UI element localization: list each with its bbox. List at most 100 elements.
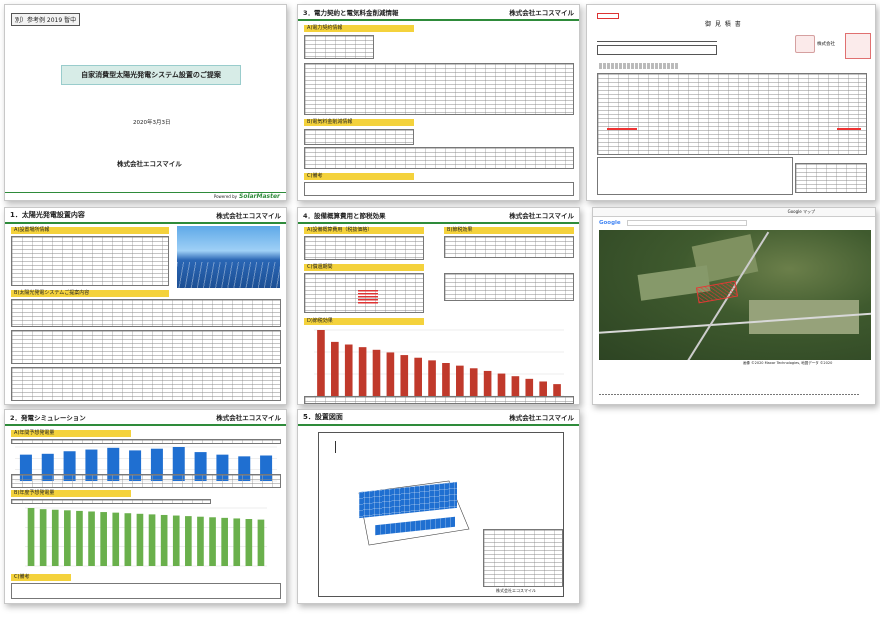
tax-table <box>444 236 574 258</box>
monthly-rate-table <box>304 63 574 115</box>
red-cells <box>358 290 378 304</box>
estimate-total-box <box>597 45 717 55</box>
cover-stamp: 別）参考例 2019 暫中 <box>11 13 81 26</box>
cover-powered: Powered by SolarMaster <box>213 193 280 200</box>
chart-bar <box>257 519 265 566</box>
chart-bar <box>88 511 95 566</box>
site-info-table <box>11 236 169 286</box>
chart-bar <box>233 518 241 566</box>
chart-bar <box>63 451 76 481</box>
section-header: C)償還期間 <box>304 264 424 271</box>
cover-title: 自家消費型太陽光発電システム設置のご提案 <box>81 71 221 79</box>
page-5-drawing[interactable]: 5．設置図面 株式会社エコスマイル 株式会社エコスマイル <box>297 409 580 604</box>
chart-bar <box>442 363 450 396</box>
section-header: B)節税効果 <box>444 227 574 234</box>
cover-company: 株式会社エコスマイル <box>117 160 182 168</box>
chart-bar <box>414 357 422 396</box>
estimate-red-stamp <box>845 33 871 59</box>
page-title: 3．電力契約と電気料金削減情報 <box>303 9 399 17</box>
drawing-footer: 株式会社エコスマイル <box>496 588 536 593</box>
map-google-bar: Google <box>593 218 875 228</box>
solar-panel-photo <box>177 226 280 288</box>
chart-bar <box>172 515 180 566</box>
chart-bar <box>197 516 204 566</box>
drawing-frame <box>318 432 564 597</box>
estimate-red-value <box>837 128 861 130</box>
cover-footer-line <box>5 192 286 193</box>
aerial-map[interactable] <box>599 230 871 360</box>
chart-bar <box>172 447 185 481</box>
payback-summary <box>444 273 574 301</box>
section-header: A)設備概算費用（税抜価格） <box>304 227 424 234</box>
chart-bar <box>107 447 120 481</box>
page-title: 2．発電シミュレーション <box>10 414 86 422</box>
page-title: 1．太陽光発電設置内容 <box>10 211 85 219</box>
chart-bar <box>428 360 436 396</box>
contract-info-table <box>304 35 374 59</box>
chart-bar <box>221 517 228 566</box>
section-header: A)年間予想発電量 <box>11 430 131 437</box>
section-header: A)設置場所情報 <box>11 227 169 234</box>
chart-bar <box>194 452 207 481</box>
map-search-label: Google マップ <box>787 209 815 214</box>
estimate-stamp-red <box>597 13 619 19</box>
chart-bar <box>160 514 168 566</box>
chart-bar <box>372 349 381 396</box>
chart-bar <box>400 355 409 396</box>
chart-bar <box>344 344 353 396</box>
chart-bar <box>469 368 478 396</box>
chart-bar <box>483 370 492 396</box>
chart-bar <box>100 512 107 566</box>
chart-bar <box>124 513 132 566</box>
estimate-totals <box>795 163 867 193</box>
solarmaster-logo: SolarMaster <box>239 193 280 200</box>
estimate-addr <box>599 63 679 69</box>
map-header: Google マップ <box>593 208 875 217</box>
output-table <box>11 367 281 401</box>
page-4-cost[interactable]: 4．設備概算費用と節税効果 株式会社エコスマイル A)設備概算費用（税抜価格） B… <box>297 207 580 405</box>
chart-bar <box>331 341 339 396</box>
estimate-line <box>597 41 717 42</box>
map-url-line <box>599 394 859 395</box>
page-1-install[interactable]: 1．太陽光発電設置内容 株式会社エコスマイル A)設置場所情報 B)太陽光発電シス… <box>4 207 287 405</box>
annual-gen-summary <box>11 439 281 444</box>
page-title: 5．設置図面 <box>303 413 343 421</box>
chart-bar <box>358 347 367 396</box>
page-company: 株式会社エコスマイル <box>216 414 281 422</box>
chart-bar <box>148 514 156 566</box>
map-page[interactable]: Google マップ Google 画像 ©2020 Maxar Technol… <box>592 207 876 405</box>
chart-bar <box>112 512 120 566</box>
remarks-box <box>304 182 574 196</box>
chart-bar <box>76 510 83 566</box>
chart-bar <box>209 517 216 566</box>
page-3-contract[interactable]: 3．電力契約と電気料金削減情報 株式会社エコスマイル A)電力契約情報 B)電気料… <box>297 4 580 201</box>
section-header: D)節税効果 <box>304 318 424 325</box>
chart-bar <box>39 509 47 566</box>
yearly-gen-chart <box>25 507 267 567</box>
chart-bar <box>64 510 71 566</box>
saving-detail-table <box>304 147 574 169</box>
north-arrow-icon <box>335 441 336 453</box>
company-seal <box>795 35 815 53</box>
page-title: 4．設備概算費用と節税効果 <box>303 212 386 220</box>
chart-bar <box>185 516 192 566</box>
annual-gen-table <box>11 474 281 488</box>
cover-date: 2020年3月3日 <box>133 120 171 126</box>
estimate-page[interactable]: 御 見 積 書 株式会社 <box>586 4 876 201</box>
estimate-table <box>597 73 867 155</box>
section-header: A)電力契約情報 <box>304 25 414 32</box>
section-header: C)備考 <box>304 173 414 180</box>
map-search-input[interactable] <box>626 220 747 226</box>
estimate-company: 株式会社 <box>817 42 835 47</box>
section-header: C)備考 <box>11 574 71 581</box>
chart-bar <box>51 509 59 566</box>
tax-effect-table <box>304 396 574 404</box>
page-2-simulation[interactable]: 2．発電シミュレーション 株式会社エコスマイル A)年間予想発電量 B)年度予想発… <box>4 409 287 604</box>
chart-bar <box>497 373 506 396</box>
map-footer: 画像 ©2020 Maxar Technologies, 地図データ ©2020 <box>743 361 833 365</box>
cover-page[interactable]: 別）参考例 2019 暫中 自家消費型太陽光発電システム設置のご提案 2020年… <box>4 4 287 201</box>
chart-bar <box>85 449 98 481</box>
chart-bar <box>129 450 142 481</box>
chart-bar <box>317 330 325 396</box>
page-company: 株式会社エコスマイル <box>509 9 574 17</box>
